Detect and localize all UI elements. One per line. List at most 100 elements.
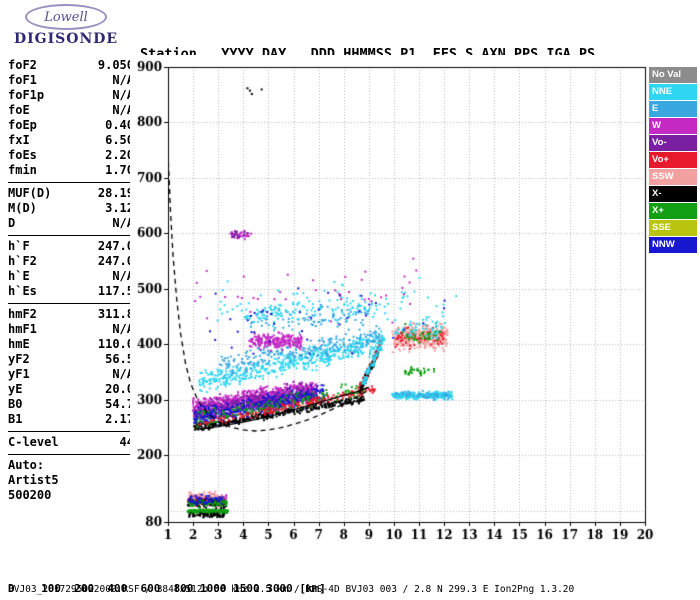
parameter-value: 6.50 [105,133,134,147]
legend-item: NNW [649,237,697,253]
legend-item-label: E [652,103,659,114]
parameter-row: foEp 0.40 [8,118,134,133]
parameter-row: yF1 N/A [8,367,134,382]
parameter-row: h`E N/A [8,269,134,284]
distance-muf-table: D 100 200 400 600 800 1000 1500 3000 [km… [8,551,333,600]
parameter-row: B1 2.17 [8,412,134,427]
distance-row: D 100 200 400 600 800 1000 1500 3000 [km… [8,582,326,595]
logo-oval: Lowell [25,4,107,30]
legend-item-label: SSW [652,171,674,182]
parameter-label: D [8,216,16,230]
parameter-label: hmF1 [8,322,37,336]
parameter-value: N/A [112,88,134,102]
parameter-label: 500200 [8,488,52,502]
parameter-row: foE N/A [8,103,134,118]
parameter-value: 3.12 [105,201,134,215]
parameter-label: C-level [8,435,59,449]
parameter-label: h`E [8,269,30,283]
legend-item: NNE [649,84,697,100]
parameter-row: h`F2 247.0 [8,254,134,269]
parameter-row: yE 20.0 [8,382,134,397]
parameter-value: N/A [112,367,134,381]
parameter-row: foF1p N/A [8,88,134,103]
parameter-separator [8,431,134,432]
legend-item-label: Vo- [652,137,667,148]
parameter-label: foEp [8,118,37,132]
parameter-value: 20.0 [105,382,134,396]
legend-item: SSW [649,169,697,185]
parameter-row: B0 54.7 [8,397,134,412]
parameter-value: 247.0 [97,254,134,268]
legend-item: E [649,101,697,117]
legend-item-label: Vo+ [652,154,669,165]
echo-direction-legend: No Val NNE E W Vo- Vo+ SSW [649,67,697,254]
parameter-label: fxI [8,133,30,147]
legend-item: Vo- [649,135,697,151]
parameter-label: foF1 [8,73,37,87]
parameter-value: 117.5 [97,284,134,298]
legend-item: No Val [649,67,697,83]
legend-item: SSE [649,220,697,236]
parameter-label: hmE [8,337,30,351]
parameter-value: N/A [112,322,134,336]
parameter-row: 500200 [8,488,134,503]
legend-item-label: SSE [652,222,672,233]
parameter-value: 0.40 [105,118,134,132]
parameter-label: foEs [8,148,37,162]
logo-lowell-text: Lowell [44,9,88,25]
parameter-label: Artist5 [8,473,59,487]
parameter-row: D N/A [8,216,134,231]
parameter-row: Artist5 [8,473,134,488]
parameter-row: hmF1 N/A [8,322,134,337]
parameter-label: yF1 [8,367,30,381]
legend-item-label: X- [652,188,662,199]
parameter-separator [8,182,134,183]
parameter-row: hmF2 311.8 [8,307,134,322]
parameter-row: C-level 44 [8,435,134,450]
parameter-label: MUF(D) [8,186,52,200]
parameter-label: B0 [8,397,23,411]
parameter-value: 311.8 [97,307,134,321]
parameter-label: Auto: [8,458,45,472]
parameter-value: 28.19 [97,186,134,200]
legend-item-label: X+ [652,205,664,216]
legend-item: Vo+ [649,152,697,168]
legend-item: X+ [649,203,697,219]
parameter-label: hmF2 [8,307,37,321]
parameter-row: fxI 6.50 [8,133,134,148]
parameter-value: 1.70 [105,163,134,177]
parameter-row: foF2 9.050 [8,58,134,73]
lowell-digisonde-logo: Lowell DIGISONDE [8,4,124,47]
parameter-separator [8,454,134,455]
parameter-row: foEs 2.20 [8,148,134,163]
ionogram-plot [130,55,655,560]
parameter-row: hmE 110.0 [8,337,134,352]
parameter-row: fmin 1.70 [8,163,134,178]
parameter-value: 247.0 [97,239,134,253]
parameter-label: yE [8,382,23,396]
parameter-label: M(D) [8,201,37,215]
parameter-value: 9.050 [97,58,134,72]
parameter-row: MUF(D) 28.19 [8,186,134,201]
parameter-label: foF1p [8,88,45,102]
legend-item-label: W [652,120,661,131]
parameter-row: M(D) 3.12 [8,201,134,216]
parameter-row: yF2 56.5 [8,352,134,367]
legend-item-label: NNE [652,86,673,97]
parameter-label: h`Es [8,284,37,298]
parameter-value: N/A [112,73,134,87]
parameter-value: 56.5 [105,352,134,366]
parameter-label: h`F2 [8,254,37,268]
parameter-label: B1 [8,412,23,426]
legend-item-label: No Val [652,69,682,80]
parameter-value: N/A [112,103,134,117]
parameter-value: N/A [112,269,134,283]
parameter-value: N/A [112,216,134,230]
parameter-row: h`Es 117.5 [8,284,134,299]
parameter-label: foE [8,103,30,117]
parameter-value: 54.7 [105,397,134,411]
parameter-panel: foF2 9.050 foF1 N/A foF1p N/A foE N/A fo… [8,58,134,503]
parameter-row: foF1 N/A [8,73,134,88]
parameter-label: h`F [8,239,30,253]
logo-digisonde-text: DIGISONDE [13,31,119,47]
